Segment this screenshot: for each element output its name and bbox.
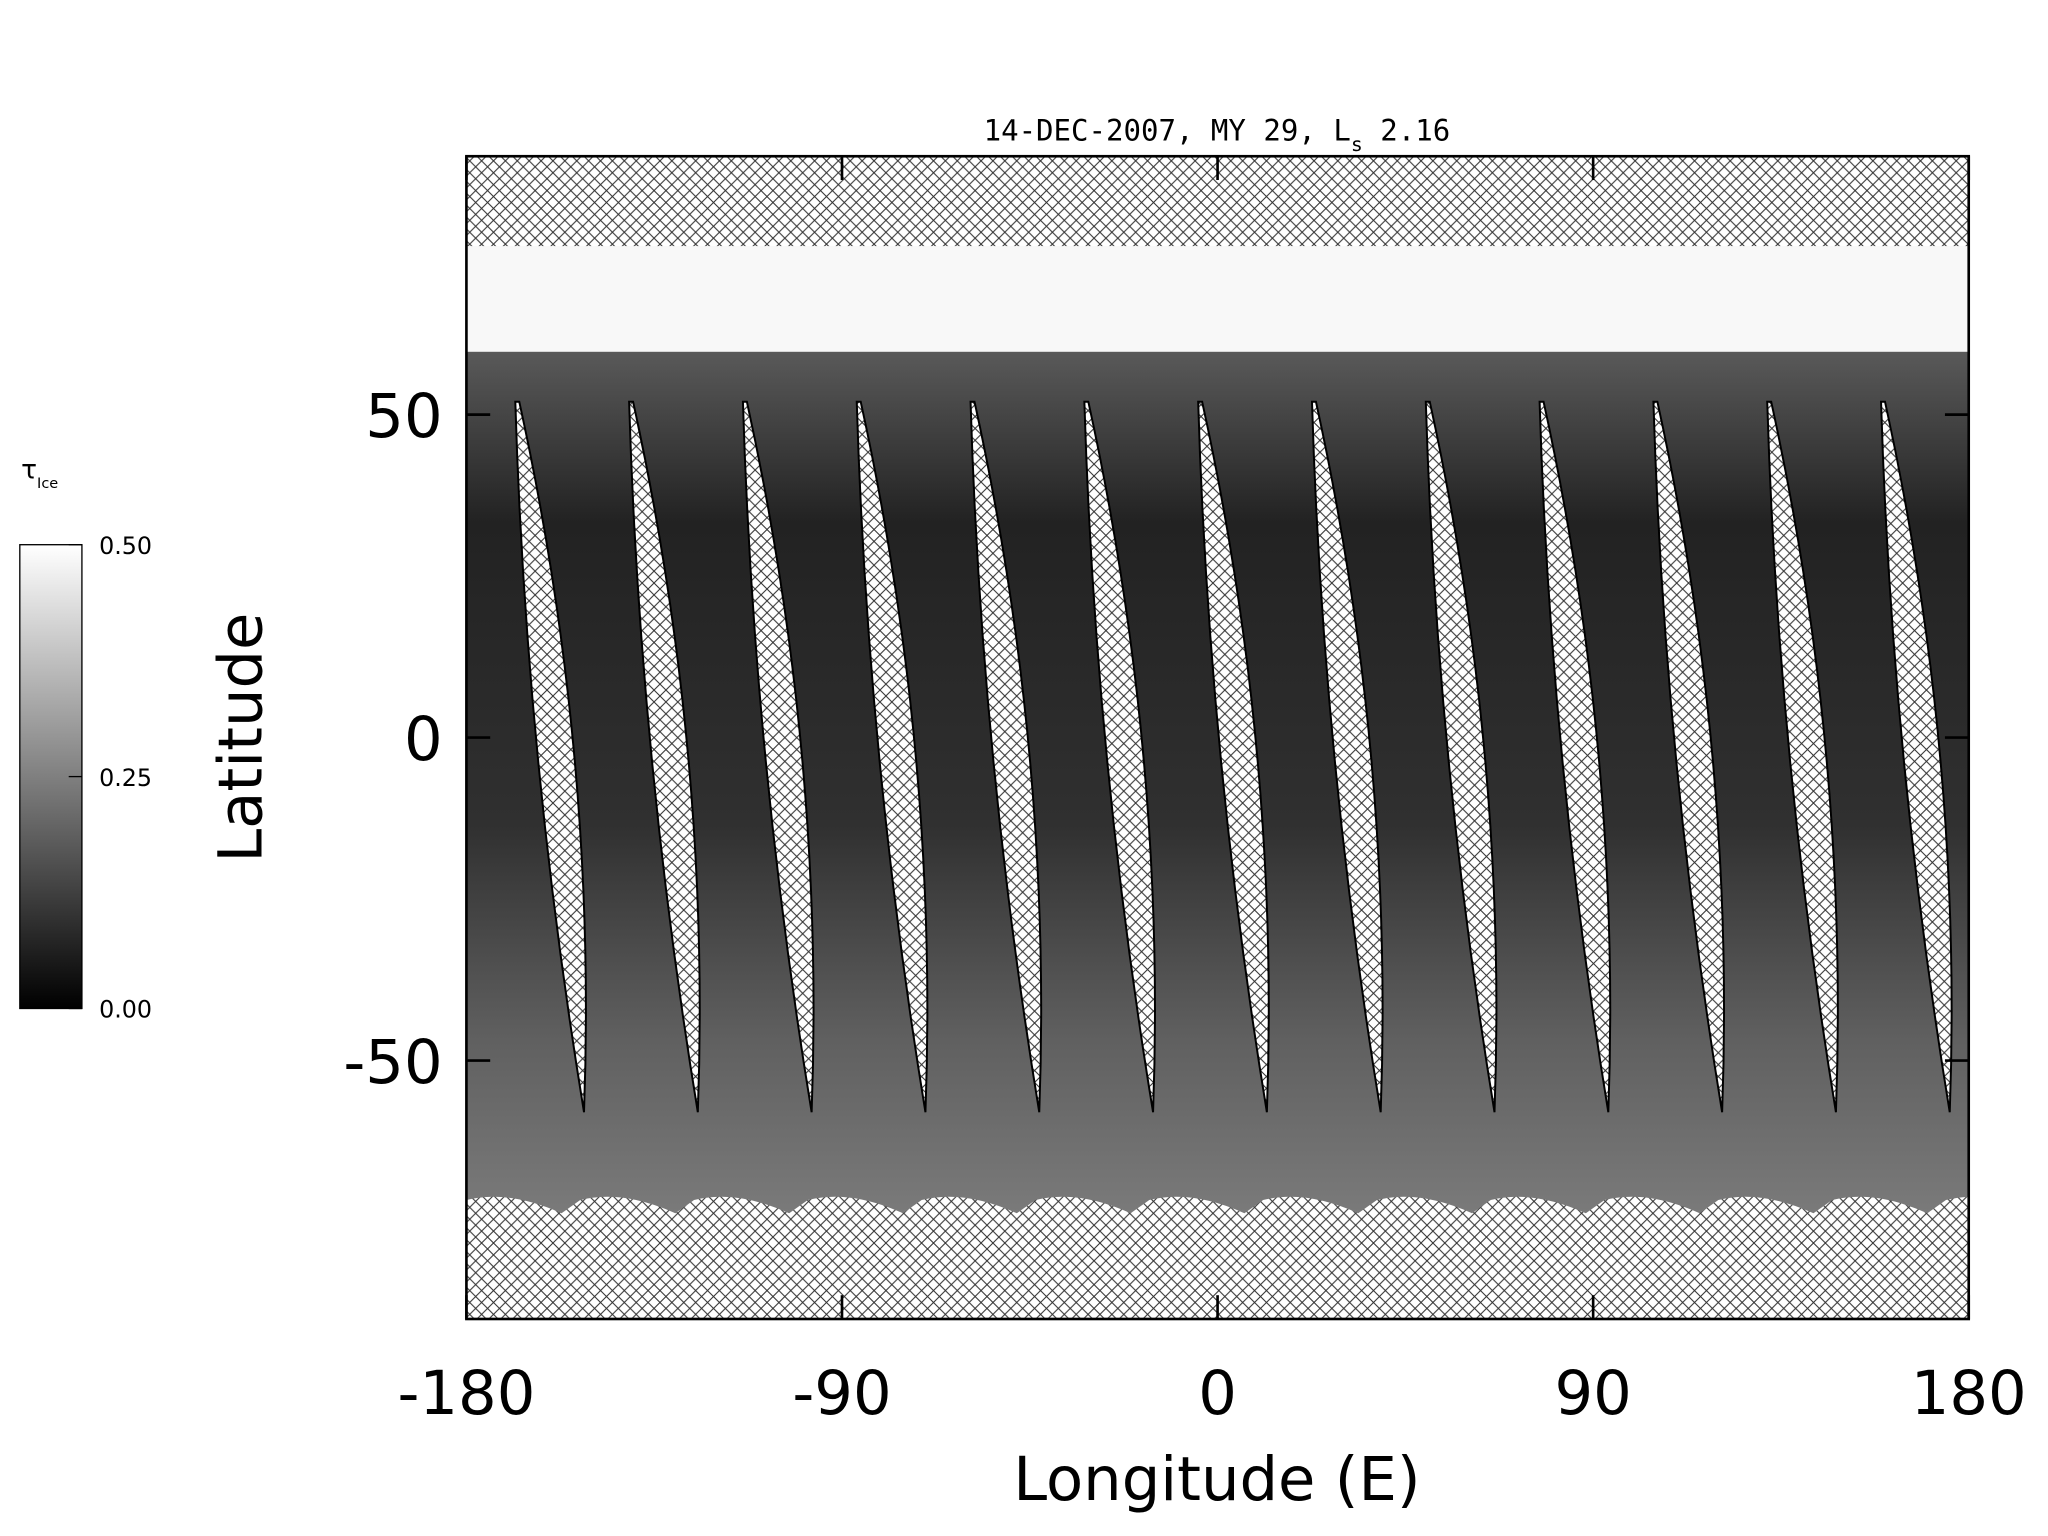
y-tick-label: 50 (365, 382, 442, 452)
x-tick-label: -180 (397, 1359, 535, 1429)
colorbar-tick-label: 0.50 (99, 532, 152, 560)
gap (1538, 400, 1612, 1113)
x-axis-label: Longitude (E) (1013, 1445, 1420, 1515)
map-image (466, 156, 1969, 1319)
x-tick-label: -90 (792, 1359, 891, 1429)
gap (1766, 400, 1839, 1113)
gap (855, 400, 929, 1113)
y-tick-label: -50 (343, 1028, 442, 1098)
y-axis-label: Latitude (207, 613, 277, 863)
gap (741, 400, 815, 1113)
gap (628, 400, 701, 1113)
x-tick-label: 0 (1198, 1359, 1237, 1429)
gap (1424, 400, 1498, 1113)
gap (1652, 400, 1726, 1113)
gap (514, 400, 587, 1113)
gap (1197, 400, 1270, 1113)
orbit-gaps (514, 400, 1953, 1113)
x-tick-label: 90 (1554, 1359, 1631, 1429)
gap (969, 400, 1043, 1113)
gap (1083, 400, 1156, 1113)
chart-title: 14-DEC-2007, MY 29, Ls 2.16 (984, 113, 1451, 156)
colorbar-tick-label: 0.00 (99, 996, 152, 1024)
polar-ice-band (466, 246, 1969, 352)
y-tick-label: 0 (404, 705, 443, 775)
gap (1310, 400, 1384, 1113)
x-tick-label: 180 (1911, 1359, 2027, 1429)
gap (1880, 400, 1953, 1113)
colorbar-title: τIce (21, 455, 58, 492)
colorbar-tick-label: 0.25 (99, 764, 152, 792)
